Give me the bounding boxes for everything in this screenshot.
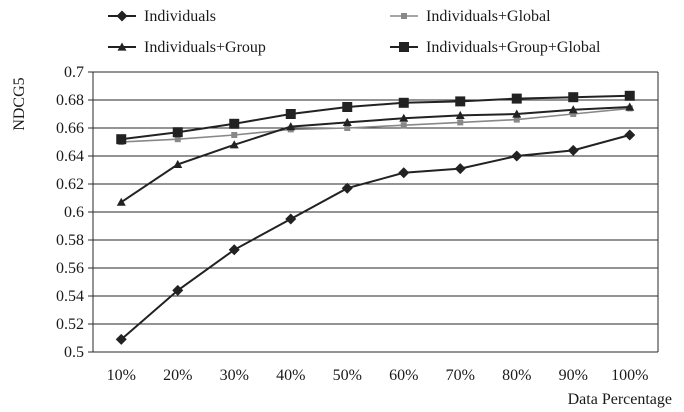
y-tick-label-2: 0.54 (56, 288, 84, 305)
y-axis-title: NDCG5 (11, 77, 28, 130)
x-tick-label-0: 10% (107, 367, 136, 384)
y-tick-label-6: 0.62 (56, 176, 84, 193)
y-tick-label-10: 0.7 (64, 64, 84, 81)
data-point-3-3 (285, 109, 296, 119)
data-point-1-6 (457, 119, 464, 126)
y-tick-label-7: 0.64 (56, 148, 84, 165)
series-line-0 (120, 134, 631, 341)
data-point-2-6 (455, 110, 465, 119)
legend-marker-1 (401, 13, 407, 19)
legend: Individuals Individuals+Global Individuals… (108, 8, 601, 56)
axes: 0.5 0.52 0.54 0.56 0.58 0.6 0.62 0.64 0.66 0.68 0.… (56, 64, 659, 384)
y-tick-label-9: 0.68 (56, 92, 84, 109)
series-line-2 (120, 106, 630, 204)
y-tick-label-0: 0.5 (64, 344, 84, 361)
data-point-2-2 (229, 140, 239, 149)
data-point-3-6 (455, 96, 466, 107)
data-point-0-5 (398, 167, 410, 179)
series-0 (115, 129, 636, 345)
data-point-0-0 (115, 333, 127, 345)
data-point-2-8 (568, 105, 578, 114)
legend-marker-2 (117, 42, 127, 51)
y-tick-label-3: 0.56 (56, 260, 84, 277)
y-tick-label-5: 0.6 (64, 204, 84, 221)
data-point-2-7 (512, 109, 522, 118)
data-point-3-2 (229, 118, 240, 129)
data-point-0-7 (511, 150, 523, 162)
data-point-3-7 (511, 93, 522, 104)
legend-marker-3 (399, 42, 409, 52)
x-tick-label-6: 70% (446, 367, 475, 384)
data-point-3-9 (624, 90, 635, 101)
data-point-0-2 (228, 244, 240, 256)
data-point-0-6 (454, 163, 466, 175)
data-point-1-4 (344, 125, 351, 131)
legend-label-1: Individuals+Global (426, 8, 551, 25)
series-2 (116, 102, 635, 206)
legend-entry-3: Individuals+Group+Global (390, 39, 601, 56)
data-point-0-8 (567, 144, 579, 156)
data-point-2-0 (116, 197, 126, 206)
series-line-3 (121, 94, 630, 141)
data-point-3-8 (568, 92, 579, 103)
data-point-0-4 (341, 182, 353, 194)
legend-label-0: Individuals (144, 8, 216, 25)
y-tick-label-1: 0.52 (56, 316, 84, 333)
data-point-0-3 (285, 213, 297, 225)
data-point-1-5 (400, 122, 407, 129)
data-point-1-7 (513, 116, 520, 123)
data-point-3-5 (398, 97, 409, 108)
data-point-2-9 (625, 102, 635, 111)
x-tick-label-1: 20% (163, 367, 192, 384)
data-point-1-1 (174, 136, 181, 143)
legend-marker-0 (116, 10, 128, 22)
x-tick-label-7: 80% (502, 367, 531, 384)
data-point-2-4 (342, 117, 352, 126)
legend-entry-1: Individuals+Global (390, 8, 551, 25)
series-lines (115, 90, 636, 345)
y-tick-label-8: 0.66 (56, 120, 84, 137)
legend-label-2: Individuals+Group (144, 39, 266, 56)
data-point-2-1 (173, 159, 183, 168)
grid (93, 71, 658, 325)
data-point-1-8 (570, 111, 577, 117)
x-axis-title: Data Percentage (568, 391, 672, 408)
data-point-1-2 (231, 132, 238, 138)
data-point-3-4 (342, 102, 353, 112)
legend-entry-0: Individuals (108, 8, 216, 25)
data-point-0-1 (172, 284, 184, 296)
y-tick-label-4: 0.58 (56, 232, 84, 249)
x-tick-label-9: 100% (611, 367, 648, 384)
x-tick-label-4: 50% (333, 367, 362, 384)
x-tick-label-3: 40% (276, 367, 305, 384)
x-tick-label-8: 90% (559, 367, 588, 384)
legend-label-3: Individuals+Group+Global (426, 39, 601, 56)
data-point-0-9 (624, 129, 636, 141)
series-line-1 (121, 107, 630, 143)
data-point-3-0 (116, 134, 127, 145)
x-tick-label-5: 60% (389, 367, 418, 384)
data-point-2-5 (399, 113, 409, 122)
x-tick-label-2: 30% (220, 367, 249, 384)
series-3 (116, 90, 635, 145)
data-point-3-1 (172, 127, 183, 138)
data-point-2-3 (286, 122, 296, 131)
legend-entry-2: Individuals+Group (108, 39, 266, 56)
